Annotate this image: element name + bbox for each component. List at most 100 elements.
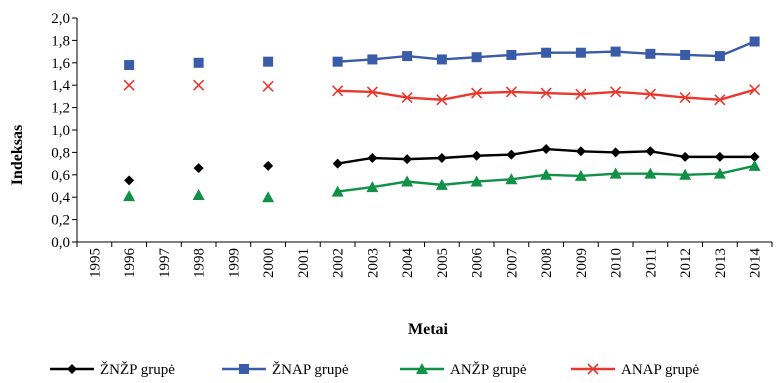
axes bbox=[72, 17, 773, 247]
x-tick-label: 1998 bbox=[192, 248, 208, 278]
data-point bbox=[749, 151, 760, 162]
data-point bbox=[680, 49, 691, 60]
x-tick-label: 1997 bbox=[157, 248, 173, 279]
x-tick-label: 2013 bbox=[713, 248, 729, 278]
legend-item: ANAP grupė bbox=[571, 362, 700, 378]
data-point bbox=[610, 147, 621, 158]
y-tick-label: 1,0 bbox=[51, 123, 70, 139]
data-point bbox=[505, 86, 517, 98]
data-point bbox=[506, 49, 517, 60]
x-tick-label: 2000 bbox=[261, 248, 277, 278]
data-point bbox=[262, 191, 275, 203]
data-point bbox=[575, 146, 586, 157]
legend: ŽNŽP grupė ŽNAP grupė ANŽP grupė ANAP grupė bbox=[50, 361, 700, 378]
legend-item: ŽNŽP grupė bbox=[50, 361, 175, 378]
data-point bbox=[367, 153, 378, 163]
data-point bbox=[192, 188, 205, 200]
series-layer bbox=[123, 36, 761, 203]
data-point bbox=[401, 175, 414, 187]
data-point bbox=[645, 48, 656, 59]
data-point bbox=[748, 159, 761, 171]
data-point bbox=[332, 85, 344, 97]
data-point bbox=[435, 178, 448, 190]
data-point bbox=[436, 153, 447, 163]
x-tick-label: 1996 bbox=[122, 248, 138, 279]
x-axis-title: Metai bbox=[408, 321, 449, 338]
data-point bbox=[644, 167, 657, 179]
y-tick-label: 1,8 bbox=[51, 33, 70, 49]
data-point bbox=[470, 175, 483, 187]
y-tick-label: 0,6 bbox=[51, 168, 70, 184]
y-tick-label: 0,4 bbox=[51, 190, 70, 206]
data-point bbox=[436, 54, 447, 65]
series-3 bbox=[123, 159, 761, 203]
y-tick-label: 0,8 bbox=[51, 145, 70, 161]
y-tick-label: 1,4 bbox=[51, 78, 70, 94]
legend-marker bbox=[587, 363, 599, 375]
data-point bbox=[645, 146, 656, 157]
data-point bbox=[436, 94, 448, 106]
y-tick-label: 1,2 bbox=[51, 101, 70, 117]
data-point bbox=[367, 54, 378, 65]
data-point bbox=[644, 88, 656, 100]
data-point bbox=[540, 87, 552, 99]
x-tick-label: 2007 bbox=[504, 248, 520, 279]
legend-marker bbox=[416, 363, 428, 374]
data-point bbox=[193, 79, 205, 91]
data-point bbox=[193, 57, 204, 68]
data-point bbox=[575, 47, 586, 58]
data-point bbox=[123, 79, 135, 91]
legend-label: ŽNAP grupė bbox=[272, 361, 349, 378]
data-point bbox=[471, 52, 482, 63]
data-point bbox=[263, 160, 274, 171]
legend-marker bbox=[67, 364, 77, 374]
x-tick-label: 2010 bbox=[609, 248, 625, 278]
data-point bbox=[610, 46, 621, 57]
series-1 bbox=[124, 144, 760, 186]
data-point bbox=[749, 84, 761, 96]
data-point bbox=[401, 91, 413, 104]
x-tick-label: 2014 bbox=[748, 248, 764, 279]
data-point bbox=[471, 150, 482, 161]
x-tick-label: 2003 bbox=[365, 248, 381, 278]
data-point bbox=[541, 144, 552, 155]
data-point bbox=[575, 88, 587, 100]
x-tick-label: 2008 bbox=[539, 248, 555, 278]
x-tick-label: 2012 bbox=[678, 248, 694, 278]
data-point bbox=[123, 190, 136, 202]
series-4 bbox=[123, 79, 761, 106]
data-point bbox=[541, 47, 552, 58]
y-tick-label: 1,6 bbox=[51, 56, 70, 72]
x-tick-label: 2004 bbox=[400, 248, 416, 279]
y-tick-labels: 0,0 0,2 0,4 0,6 0,8 1,0 1,2 1,4 1,6 1,8 2,0 bbox=[51, 11, 70, 251]
data-point bbox=[402, 154, 413, 165]
data-point bbox=[331, 185, 344, 197]
series-2 bbox=[124, 36, 760, 71]
y-axis-title: Indeksas bbox=[9, 125, 26, 185]
data-point bbox=[124, 175, 135, 186]
data-point bbox=[366, 181, 379, 193]
x-tick-label: 1995 bbox=[87, 248, 103, 278]
data-point bbox=[505, 173, 518, 185]
y-tick-label: 2,0 bbox=[51, 11, 70, 27]
legend-item: ŽNAP grupė bbox=[222, 361, 349, 378]
x-tick-label: 2006 bbox=[470, 248, 486, 279]
y-tick-label: 0,0 bbox=[51, 235, 70, 251]
data-point bbox=[749, 36, 760, 47]
series-line bbox=[337, 88, 755, 101]
legend-label: ŽNŽP grupė bbox=[100, 361, 175, 378]
data-point bbox=[332, 158, 343, 169]
data-point bbox=[402, 51, 413, 62]
x-tick-label: 2011 bbox=[643, 248, 659, 277]
x-tick-label: 2009 bbox=[574, 248, 590, 278]
x-tick-labels: 1995 1996 1997 1998 1999 2000 2001 2002 2003 2004… bbox=[87, 248, 763, 279]
data-point bbox=[540, 168, 553, 180]
data-point bbox=[332, 56, 343, 67]
data-point bbox=[124, 60, 135, 71]
data-point bbox=[714, 94, 726, 106]
data-point bbox=[262, 80, 274, 92]
data-point bbox=[506, 149, 517, 160]
x-tick-label: 2005 bbox=[435, 248, 451, 278]
legend-label: ANŽP grupė bbox=[450, 361, 527, 378]
